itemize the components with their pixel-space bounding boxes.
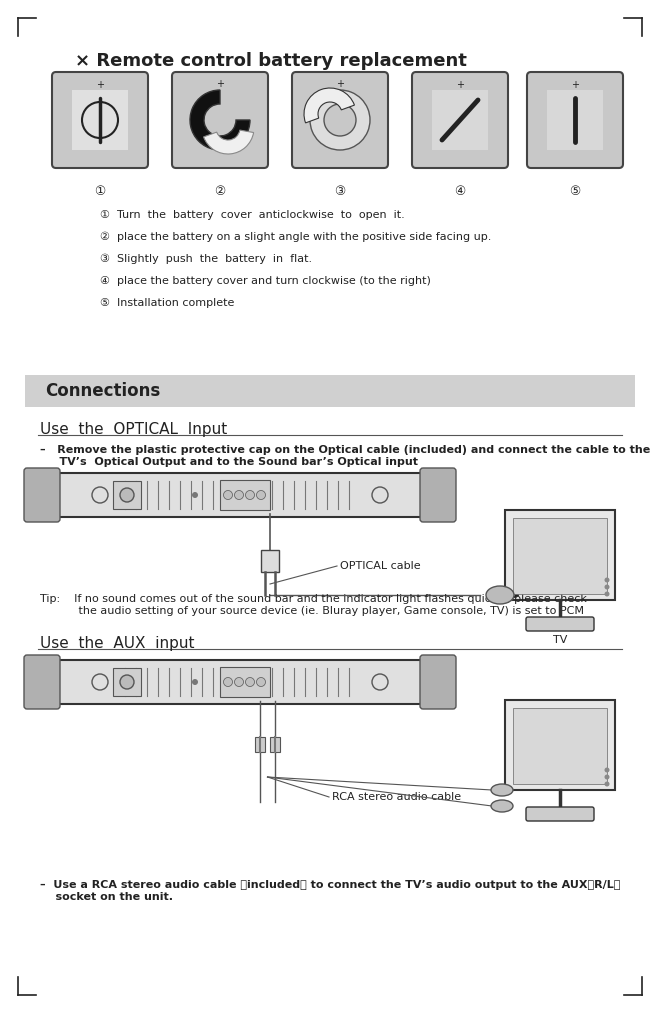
Text: ⑤: ⑤ [570, 185, 581, 198]
Circle shape [120, 488, 134, 502]
Text: +: + [96, 80, 104, 90]
Text: ③: ③ [335, 185, 346, 198]
Bar [255, 737, 265, 752]
Text: ②  place the battery on a slight angle with the positive side facing up.: ② place the battery on a slight angle wi… [100, 232, 492, 242]
Bar [270, 737, 280, 752]
Bar [505, 700, 615, 790]
Text: ②: ② [214, 185, 226, 198]
Ellipse shape [486, 586, 514, 604]
Text: RCA stereo audio cable: RCA stereo audio cable [332, 792, 461, 802]
Circle shape [605, 577, 609, 582]
FancyBboxPatch shape [420, 468, 456, 522]
Wedge shape [310, 90, 370, 150]
Circle shape [605, 768, 609, 773]
Circle shape [605, 585, 609, 590]
Text: –  Use a RCA stereo audio cable （included） to connect the TV’s audio output to t: – Use a RCA stereo audio cable （included… [40, 880, 620, 902]
FancyBboxPatch shape [24, 655, 60, 709]
Circle shape [120, 675, 134, 689]
Wedge shape [190, 90, 250, 150]
FancyBboxPatch shape [412, 72, 508, 168]
Ellipse shape [491, 800, 513, 812]
Text: ③  Slightly  push  the  battery  in  flat.: ③ Slightly push the battery in flat. [100, 254, 312, 264]
FancyBboxPatch shape [52, 473, 428, 517]
Text: ④  place the battery cover and turn clockwise (to the right): ④ place the battery cover and turn clock… [100, 276, 431, 286]
Text: ①  Turn  the  battery  cover  anticlockwise  to  open  it.: ① Turn the battery cover anticlockwise t… [100, 210, 405, 220]
Text: TV: TV [553, 635, 567, 645]
Circle shape [234, 678, 244, 687]
Bar [513, 518, 607, 594]
Text: +: + [456, 80, 464, 90]
Circle shape [605, 775, 609, 779]
FancyBboxPatch shape [292, 72, 388, 168]
Text: × Remote control battery replacement: × Remote control battery replacement [75, 52, 467, 70]
Wedge shape [304, 88, 354, 123]
Text: ④: ④ [454, 185, 465, 198]
Circle shape [192, 492, 198, 498]
Circle shape [224, 490, 232, 499]
FancyBboxPatch shape [420, 655, 456, 709]
FancyBboxPatch shape [52, 72, 148, 168]
Circle shape [234, 490, 244, 499]
FancyBboxPatch shape [24, 468, 60, 522]
Circle shape [192, 679, 198, 685]
Ellipse shape [491, 784, 513, 796]
Circle shape [224, 678, 232, 687]
Bar [432, 90, 488, 150]
Bar [220, 667, 270, 697]
Circle shape [246, 678, 255, 687]
Text: Use  the  AUX  input: Use the AUX input [40, 636, 195, 651]
Bar [113, 481, 141, 509]
Circle shape [257, 678, 265, 687]
Bar [513, 708, 607, 784]
FancyBboxPatch shape [526, 807, 594, 821]
FancyBboxPatch shape [52, 660, 428, 704]
Text: Tip:    If no sound comes out of the sound bar and the indicator light flashes q: Tip: If no sound comes out of the sound … [40, 594, 587, 616]
Bar [220, 480, 270, 510]
Circle shape [246, 490, 255, 499]
Bar [113, 668, 141, 696]
Text: +: + [216, 79, 224, 89]
FancyBboxPatch shape [526, 617, 594, 631]
Bar [25, 375, 635, 407]
Bar [261, 550, 279, 572]
Text: ①: ① [94, 185, 106, 198]
FancyBboxPatch shape [172, 72, 268, 168]
Circle shape [257, 490, 265, 499]
Text: OPTICAL cable: OPTICAL cable [340, 561, 420, 571]
Wedge shape [203, 130, 253, 154]
Circle shape [605, 592, 609, 597]
Text: Use  the  OPTICAL  Input: Use the OPTICAL Input [40, 422, 227, 437]
Text: ⑤  Installation complete: ⑤ Installation complete [100, 298, 234, 308]
Bar [547, 90, 603, 150]
Text: +: + [571, 80, 579, 90]
Text: –   Remove the plastic protective cap on the Optical cable (included) and connec: – Remove the plastic protective cap on t… [40, 445, 650, 467]
FancyBboxPatch shape [527, 72, 623, 168]
Text: +: + [336, 79, 344, 89]
Text: Connections: Connections [45, 382, 160, 400]
Bar [72, 90, 128, 150]
Circle shape [605, 781, 609, 786]
Bar [505, 510, 615, 600]
